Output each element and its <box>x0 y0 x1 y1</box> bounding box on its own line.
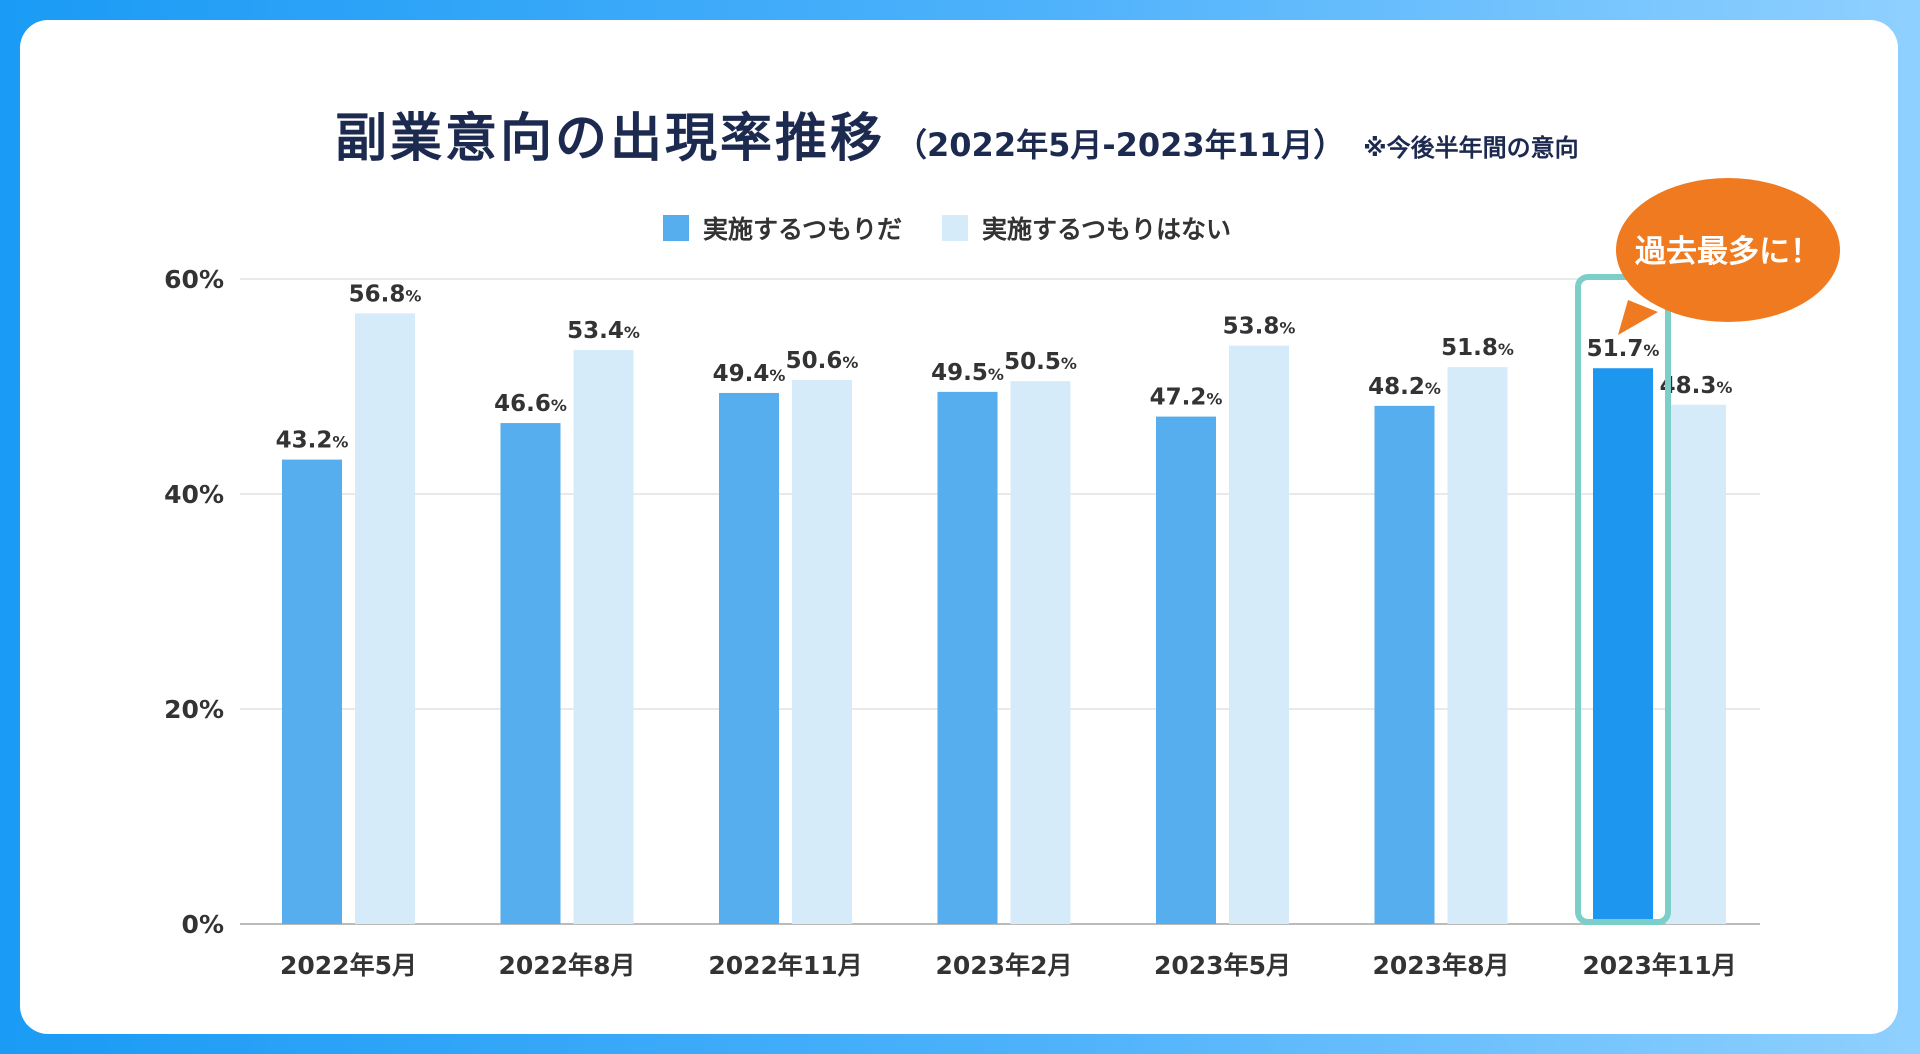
x-tick-label: 2022年11月 <box>708 951 862 980</box>
y-tick-label: 60% <box>164 265 224 294</box>
y-tick-label: 40% <box>164 480 224 509</box>
legend-label-no: 実施するつもりはない <box>982 215 1232 244</box>
data-label: 48.3% <box>1660 373 1733 399</box>
legend-swatch-yes <box>663 215 689 241</box>
bar <box>1156 416 1216 924</box>
legend: 実施するつもりだ 実施するつもりはない <box>663 210 1271 246</box>
data-label: 47.2% <box>1150 385 1223 411</box>
data-label: 46.6% <box>494 391 567 417</box>
data-label: 51.7% <box>1587 336 1660 362</box>
data-label: 56.8% <box>349 281 422 307</box>
x-tick-label: 2023年2月 <box>936 951 1073 980</box>
bar <box>937 391 998 924</box>
bar <box>500 423 561 924</box>
data-label: 51.8% <box>1441 335 1514 361</box>
bar <box>355 313 415 924</box>
chart-subtitle: （2022年5月-2023年11月） <box>895 126 1346 164</box>
bar <box>1666 404 1726 924</box>
bar <box>1374 405 1435 925</box>
x-tick-label: 2023年11月 <box>1582 951 1736 980</box>
bar <box>792 380 852 924</box>
data-label: 53.8% <box>1223 314 1296 340</box>
legend-item-no: 実施するつもりはない <box>942 210 1231 246</box>
bar <box>1010 381 1071 924</box>
x-tick-label: 2023年5月 <box>1154 951 1291 980</box>
data-label: 49.5% <box>931 360 1004 386</box>
bar <box>1229 345 1289 924</box>
callout-pointer <box>1618 300 1658 335</box>
bar <box>1593 368 1653 925</box>
x-tick-label: 2022年5月 <box>280 951 417 980</box>
data-label: 50.6% <box>786 348 859 374</box>
data-label: 50.5% <box>1004 349 1077 375</box>
bar <box>282 459 342 924</box>
callout-text: 過去最多に！ <box>1635 234 1821 270</box>
data-label: 49.4% <box>713 361 786 387</box>
legend-label-yes: 実施するつもりだ <box>703 215 903 244</box>
bar <box>1447 367 1508 924</box>
legend-item-yes: 実施するつもりだ <box>663 210 902 246</box>
y-tick-label: 0% <box>182 910 224 939</box>
callout-bubble <box>1616 178 1840 322</box>
bar <box>573 349 634 924</box>
data-label: 48.2% <box>1368 374 1441 400</box>
legend-swatch-no <box>942 215 969 241</box>
y-tick-label: 20% <box>164 695 224 724</box>
highlight-box <box>1575 274 1671 925</box>
chart-title: 副業意向の出現率推移 （2022年5月-2023年11月） ※今後半年間の意向 <box>335 96 1579 171</box>
chart-note: ※今後半年間の意向 <box>1363 134 1579 162</box>
x-tick-label: 2023年8月 <box>1373 951 1510 980</box>
chart-title-main: 副業意向の出現率推移 <box>335 109 886 169</box>
data-label: 53.4% <box>567 318 640 344</box>
x-tick-label: 2022年8月 <box>499 951 636 980</box>
data-label: 43.2% <box>276 428 349 454</box>
bar <box>719 392 779 924</box>
